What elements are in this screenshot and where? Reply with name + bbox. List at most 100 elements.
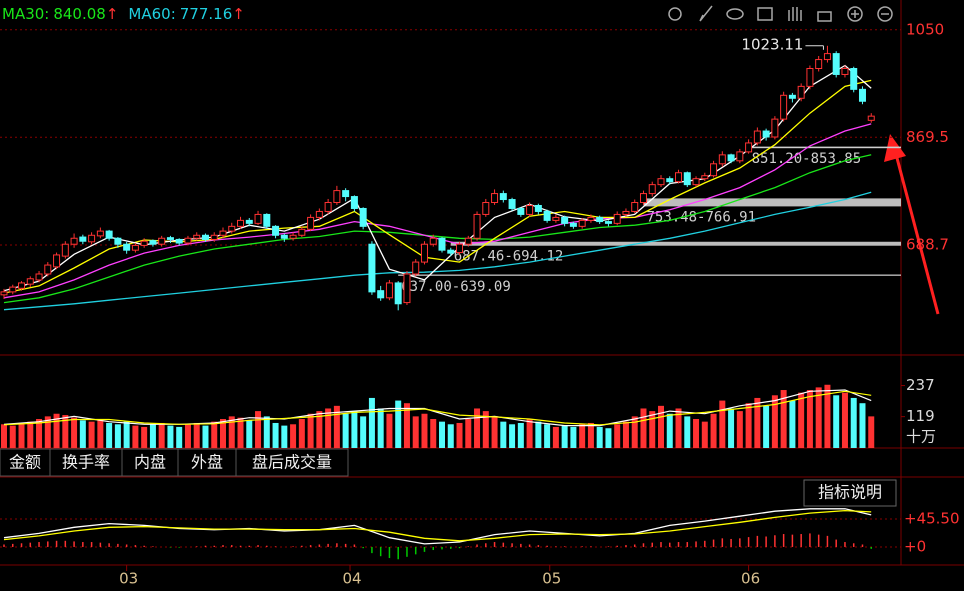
candle-body [639, 193, 647, 204]
candle-body [289, 234, 297, 239]
volume-bar [815, 387, 822, 448]
candle-body [184, 237, 192, 244]
arrow-shaft [895, 157, 940, 315]
indicator-tick-label: +45.50 [904, 509, 960, 527]
volume-bar [789, 400, 796, 448]
volume-bar [474, 408, 481, 448]
candle-body [456, 243, 464, 254]
volume-bar [342, 413, 349, 448]
tab[interactable] [49, 448, 123, 477]
candle-body [149, 240, 157, 245]
candle-body [447, 249, 455, 254]
box-icon[interactable] [757, 7, 773, 21]
volume-tick-label: 237 [906, 376, 935, 394]
candle-body [464, 237, 472, 245]
volume-bar [780, 390, 787, 448]
volume-bar [517, 422, 524, 448]
volume-bar [325, 408, 332, 448]
volume-bar [27, 421, 34, 448]
candle-body [420, 243, 428, 263]
candle-body [324, 202, 332, 212]
tab-label: 换手率 [62, 453, 110, 472]
volume-bar [71, 417, 78, 448]
candle-body [788, 94, 796, 99]
candle-body [35, 273, 43, 281]
volume-bar [211, 421, 218, 448]
zoom-out-icon[interactable] [877, 6, 893, 22]
price-level-band [398, 274, 901, 276]
y-tick-label: 688.7 [906, 235, 949, 253]
candle-body [858, 88, 866, 102]
candle-body [850, 67, 858, 90]
tab-label: 外盘 [191, 453, 223, 472]
tab-label: 盘后成交量 [252, 453, 332, 472]
price-level-label: 753.48-766.91 [646, 209, 756, 225]
candle-body [806, 67, 814, 87]
settings-icon[interactable] [668, 7, 682, 21]
tab[interactable] [121, 448, 179, 477]
legend-trend: ↑ [232, 5, 245, 23]
volume-bar [587, 422, 594, 448]
volume-bar [421, 413, 428, 448]
volume-bar [544, 424, 551, 448]
volume-bar [719, 400, 726, 448]
indicator-line [3, 509, 872, 542]
candle-body [604, 221, 612, 224]
toolbar [668, 5, 893, 22]
volume-bar [44, 416, 51, 448]
hand-icon[interactable] [788, 7, 802, 21]
zoom-in-icon[interactable] [847, 6, 863, 22]
volume-bar [316, 411, 323, 448]
volume-bar [403, 403, 410, 448]
candle-body [823, 53, 831, 61]
volume-bar [114, 424, 121, 448]
candle-body [622, 210, 630, 215]
tab-label: 内盘 [134, 453, 166, 472]
candle-body [561, 216, 569, 224]
candle-body [272, 225, 280, 236]
volume-bar [298, 419, 305, 448]
candle-body [140, 240, 148, 246]
volume-bar [640, 408, 647, 448]
volume-bar [368, 397, 375, 448]
candle-body [631, 202, 639, 212]
volume-bar [167, 425, 174, 448]
volume-bar [184, 424, 191, 448]
tab[interactable] [235, 448, 349, 477]
view-icon[interactable] [726, 8, 744, 20]
price-level-band [643, 198, 901, 207]
volume-bar [53, 413, 60, 448]
candle-body [350, 196, 358, 209]
volume-bar [263, 416, 270, 448]
tab-label: 金额 [9, 453, 41, 472]
volume-bar [360, 416, 367, 448]
volume-bar [246, 420, 253, 448]
volume-bar [579, 424, 586, 448]
candle-body [201, 234, 209, 240]
volume-bar [710, 413, 717, 448]
candle-body [710, 163, 718, 177]
tab[interactable] [177, 448, 237, 477]
candle-body [753, 130, 761, 144]
candle-body [613, 213, 621, 224]
candle-body [359, 207, 367, 227]
volume-bar [631, 416, 638, 448]
candle-body [648, 184, 656, 195]
price-level-label: 687.46-694.12 [454, 249, 564, 265]
volume-bar [465, 419, 472, 448]
candle-body [158, 237, 166, 245]
volume-bar [193, 422, 200, 448]
ma-line [3, 154, 872, 304]
volume-bar [272, 422, 279, 448]
candle-body [491, 193, 499, 204]
volume-bar [526, 419, 533, 448]
candle-body [385, 282, 393, 299]
volume-bar [351, 411, 358, 448]
indicator-button[interactable] [803, 479, 897, 507]
draw-icon[interactable] [699, 5, 713, 22]
volume-bar [132, 425, 139, 448]
volume-bar [395, 400, 402, 448]
candle-body [254, 213, 262, 224]
lock-icon[interactable] [817, 11, 832, 22]
candle-body [88, 234, 96, 243]
